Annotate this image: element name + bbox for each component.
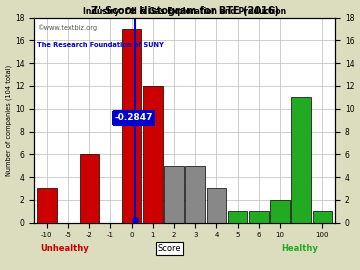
Bar [164, 166, 184, 222]
Bar [312, 211, 332, 222]
Bar [207, 188, 226, 222]
Text: Healthy: Healthy [281, 244, 318, 253]
Bar [122, 29, 141, 222]
Text: Unhealthy: Unhealthy [40, 244, 89, 253]
Bar [80, 154, 99, 222]
Bar [185, 166, 205, 222]
Bar [143, 86, 163, 222]
Bar [292, 97, 311, 222]
Bar [270, 200, 290, 222]
Text: The Research Foundation of SUNY: The Research Foundation of SUNY [37, 42, 164, 48]
Text: Industry: Oil & Gas Exploration and Production: Industry: Oil & Gas Exploration and Prod… [83, 7, 286, 16]
Bar [249, 211, 269, 222]
Bar [37, 188, 57, 222]
Bar [228, 211, 247, 222]
Text: Score: Score [158, 244, 181, 253]
Title: Z'-Score Histogram for BTE (2016): Z'-Score Histogram for BTE (2016) [91, 6, 279, 16]
Text: -0.2847: -0.2847 [115, 113, 153, 122]
Y-axis label: Number of companies (104 total): Number of companies (104 total) [5, 65, 12, 176]
Text: ©www.textbiz.org: ©www.textbiz.org [37, 24, 97, 31]
